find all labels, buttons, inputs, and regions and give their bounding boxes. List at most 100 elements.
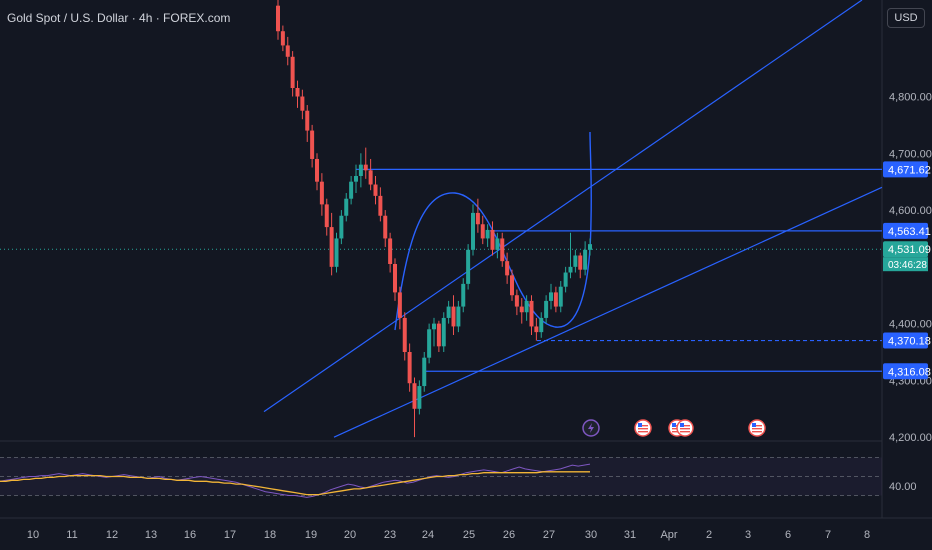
candle-body xyxy=(451,306,456,327)
x-tick-label: 13 xyxy=(145,529,157,541)
candle-body xyxy=(466,249,471,284)
candle-body xyxy=(339,215,344,239)
oscillator-pane: 40.00 xyxy=(0,457,917,498)
candle-body xyxy=(514,295,519,307)
candle-body xyxy=(539,317,544,333)
candle-body xyxy=(436,323,441,347)
countdown-label xyxy=(883,257,928,272)
candle-body xyxy=(300,96,305,111)
candle-body xyxy=(315,158,319,182)
flag-stripe xyxy=(752,431,762,433)
x-tick-label: 6 xyxy=(785,529,791,541)
x-tick-label: 17 xyxy=(224,529,236,541)
y-tick-label: 4,600.00 xyxy=(889,205,932,217)
candle-body xyxy=(276,5,280,32)
flag-stripe xyxy=(672,431,682,433)
y-tick-label: 4,400.00 xyxy=(889,319,932,331)
us-flag-icon[interactable] xyxy=(748,419,766,437)
x-tick-label: 12 xyxy=(106,529,118,541)
candle-body xyxy=(563,272,568,287)
x-tick-label: 31 xyxy=(624,529,636,541)
countdown-text: 03:46:28 xyxy=(888,260,927,271)
candle-body xyxy=(393,264,397,293)
candle-body xyxy=(397,292,402,318)
price-label-text: 4,370.18 xyxy=(888,336,931,348)
lightning-icon[interactable] xyxy=(582,419,600,437)
price-level-label xyxy=(883,222,928,239)
candle-body xyxy=(324,204,329,228)
candle-body xyxy=(319,181,324,205)
candle-body xyxy=(505,261,510,276)
candle-body xyxy=(510,275,514,296)
candle-body xyxy=(524,300,529,313)
x-tick-label: 11 xyxy=(66,529,77,541)
channel-upper-line xyxy=(263,0,863,413)
y-tick-label: 4,700.00 xyxy=(889,148,932,160)
candle-body xyxy=(583,249,588,270)
candle-body xyxy=(310,130,315,159)
candle-body xyxy=(471,212,475,250)
candle-body xyxy=(549,292,553,301)
candle-body xyxy=(329,227,334,267)
candle-body xyxy=(305,110,310,131)
price-label-text: 4,563.41 xyxy=(888,226,931,238)
price-level-label xyxy=(883,363,928,380)
last-price-label xyxy=(883,241,928,258)
candle-body xyxy=(500,238,505,262)
price-label-text: 4,316.08 xyxy=(888,366,931,378)
candle-body xyxy=(344,198,349,216)
x-tick-label: 19 xyxy=(305,529,317,541)
x-tick-label: 18 xyxy=(264,529,276,541)
candle-body xyxy=(441,317,446,347)
candle-body xyxy=(295,88,300,97)
lightning-bolt xyxy=(588,423,594,433)
price-label-text: 4,531.09 xyxy=(888,244,931,256)
candle-body xyxy=(407,352,412,384)
time-axis[interactable]: 10 11 12 13 16 17 18 19 20 23 24 25 26 27 30 31 Apr 2 3 6 7 8 xyxy=(27,529,870,541)
x-tick-label: 8 xyxy=(864,529,870,541)
channel-lower-line xyxy=(333,186,883,438)
candle-body xyxy=(588,244,592,250)
candle-body xyxy=(427,329,432,358)
candle-body xyxy=(334,238,339,267)
candle-body xyxy=(417,386,422,409)
candle-body xyxy=(388,238,393,264)
price-level-label xyxy=(883,332,928,349)
candle-body xyxy=(402,317,407,352)
oscillator-tick-label: 40.00 xyxy=(889,481,917,493)
candle-body xyxy=(354,176,358,182)
candle-body xyxy=(363,164,368,171)
drawing-layer[interactable] xyxy=(0,0,883,438)
x-tick-label: 27 xyxy=(543,529,555,541)
candle-body xyxy=(368,170,373,185)
x-tick-label: 26 xyxy=(503,529,515,541)
candle-body xyxy=(573,255,578,267)
candle-body xyxy=(485,229,490,239)
candle-body xyxy=(495,238,500,250)
candle-body xyxy=(456,306,461,327)
price-axis[interactable]: 4,800.004,700.004,600.004,400.004,300.00… xyxy=(883,92,932,445)
candle-body xyxy=(553,292,558,307)
oscillator-signal-line xyxy=(0,471,590,496)
x-tick-label: 24 xyxy=(422,529,434,541)
candle-body xyxy=(349,181,354,199)
currency-button[interactable]: USD xyxy=(887,8,925,28)
x-tick-label: Apr xyxy=(660,529,677,541)
candle-series xyxy=(276,0,592,438)
candle-body xyxy=(480,224,485,239)
candle-body xyxy=(475,212,480,225)
event-markers[interactable] xyxy=(582,419,766,437)
x-tick-label: 23 xyxy=(384,529,396,541)
candle-body xyxy=(280,31,285,46)
candle-body xyxy=(358,164,363,176)
candle-body xyxy=(544,300,549,318)
candle-body xyxy=(519,306,524,313)
symbol-title: Gold Spot / U.S. Dollar · 4h · FOREX.com xyxy=(7,11,231,25)
us-flag-icon[interactable] xyxy=(634,419,652,437)
candle-body xyxy=(568,266,573,273)
flag-stripe xyxy=(680,428,690,430)
y-tick-label: 4,200.00 xyxy=(889,432,932,444)
us-flag-icon[interactable] xyxy=(676,419,694,437)
flag-stripe xyxy=(752,425,762,427)
